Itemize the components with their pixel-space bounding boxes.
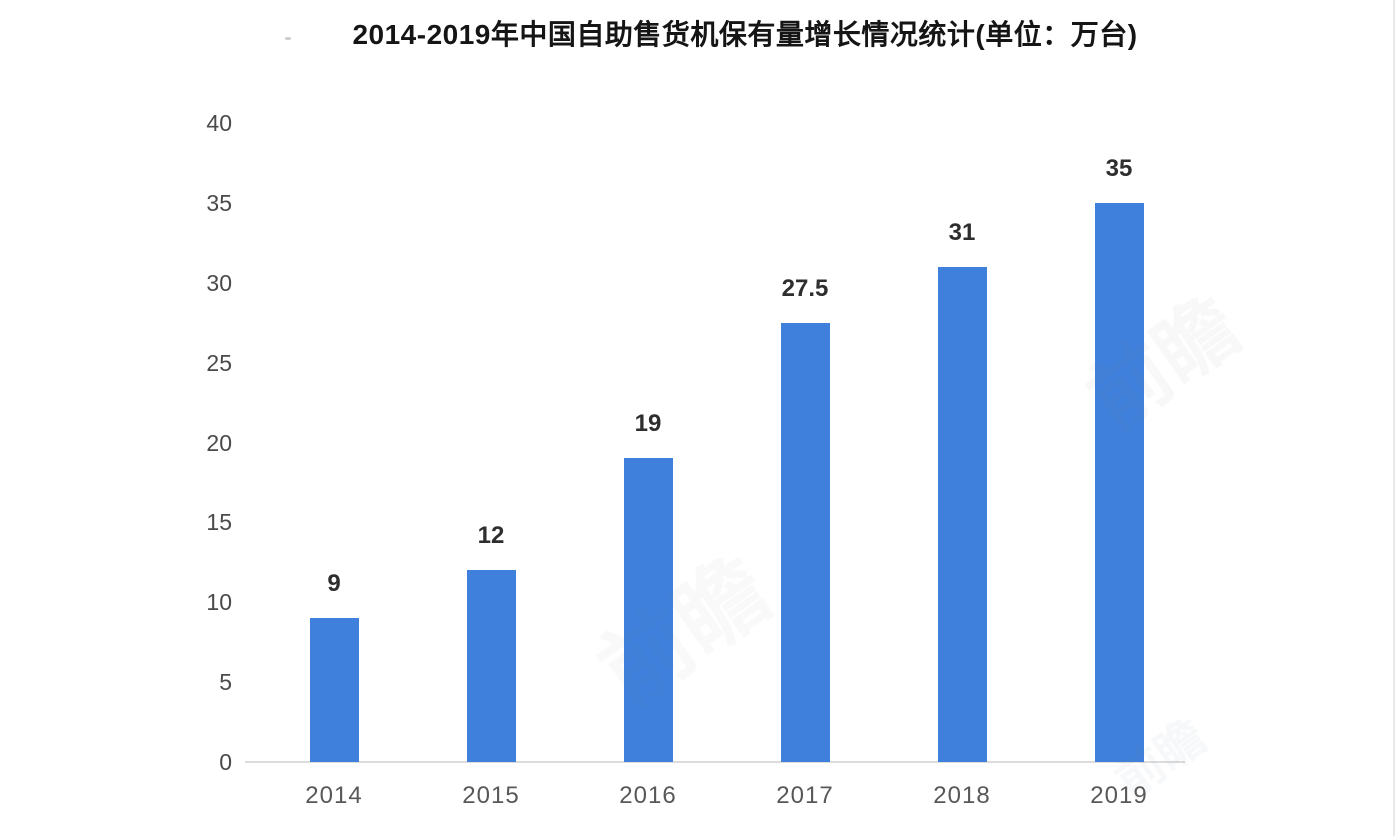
x-tick-label-2019: 2019	[1090, 782, 1148, 809]
value-label-2018: 31	[948, 218, 976, 246]
bar-2014	[309, 618, 359, 762]
watermark: 前瞻	[1072, 280, 1255, 446]
bar-2016	[623, 458, 673, 762]
y-tick-label-35: 35	[206, 189, 232, 216]
value-label-2016: 19	[634, 410, 662, 438]
y-tick-label-10: 10	[206, 589, 232, 616]
bar-2017	[780, 322, 830, 762]
scan-artifact-speck	[285, 37, 291, 40]
x-tick-label-2014: 2014	[305, 782, 363, 809]
y-tick-label-0: 0	[219, 749, 232, 775]
x-tick-label-2017: 2017	[776, 782, 834, 809]
bar-2018	[937, 266, 987, 762]
value-label-2017: 27.5	[781, 274, 829, 302]
watermark: 前瞻	[569, 520, 791, 730]
y-tick-label-20: 20	[206, 429, 232, 456]
chart-title: 2014-2019年中国自助售货机保有量增长情况统计(单位：万台)	[352, 19, 1138, 50]
y-tick-label-40: 40	[206, 110, 232, 136]
y-tick-label-25: 25	[206, 349, 232, 376]
page-edge-line	[1393, 0, 1395, 836]
value-label-2014: 9	[327, 570, 341, 598]
y-tick-label-30: 30	[206, 269, 232, 296]
value-label-2015: 12	[477, 522, 505, 550]
value-label-2019: 35	[1105, 154, 1133, 182]
y-tick-label-5: 5	[219, 669, 232, 696]
bar-2019	[1094, 202, 1144, 762]
y-tick-label-15: 15	[206, 509, 232, 536]
bar-2015	[466, 570, 516, 762]
x-tick-label-2015: 2015	[462, 782, 520, 809]
x-tick-label-2018: 2018	[933, 782, 991, 809]
x-axis-line	[245, 761, 1185, 763]
x-tick-label-2016: 2016	[619, 782, 677, 809]
